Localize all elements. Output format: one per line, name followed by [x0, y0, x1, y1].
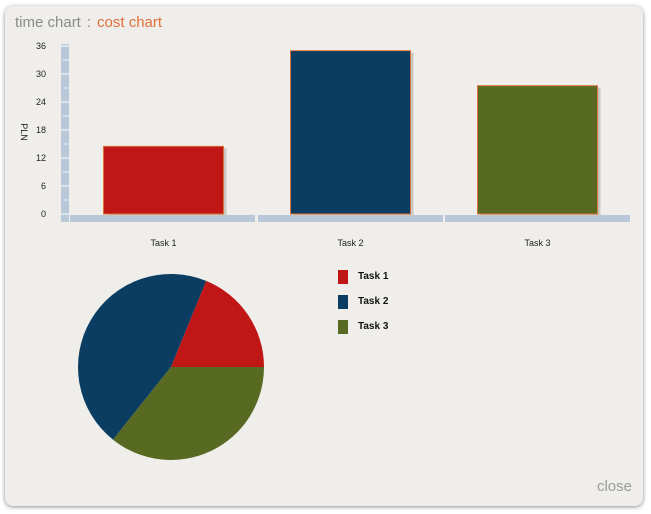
legend-label-task-3: Task 3 [358, 321, 389, 332]
y-tick-label: 6 [41, 181, 46, 191]
bar-task-1 [103, 145, 224, 215]
pie-slice-task-2 [78, 273, 207, 440]
legend-item: Task 1 [338, 264, 388, 289]
y-tick-label: 30 [36, 69, 46, 79]
x-tick-label: Task 3 [524, 238, 550, 248]
pie-slice-task-1 [171, 280, 264, 367]
pie-slice-task-3 [113, 367, 265, 461]
y-tick-label: 24 [36, 97, 46, 107]
legend-swatch-task-3 [338, 319, 348, 334]
x-axis-segment [445, 215, 630, 222]
y-tick-label: 36 [36, 41, 46, 51]
charts-canvas: 0 6 12 18 24 30 36 PLN Task 1 Task 2 Task 3 [19, 41, 630, 461]
y-axis-bar [61, 44, 69, 222]
close-link[interactable]: close [596, 478, 632, 495]
y-tick-label: 12 [36, 153, 46, 163]
tab-separator: : [86, 14, 92, 31]
y-tick-label: 18 [36, 125, 46, 135]
legend-label-task-1: Task 1 [358, 271, 389, 282]
y-axis-label: PLN [19, 123, 29, 141]
bar-task-3 [477, 85, 598, 215]
legend-item: Task 2 [338, 289, 388, 314]
legend-swatch-task-2 [338, 294, 348, 309]
bar-task-2 [290, 50, 411, 215]
legend-label-task-2: Task 2 [358, 296, 389, 307]
time-chart-tab[interactable]: time chart [15, 14, 81, 31]
y-tick-label: 0 [41, 209, 46, 219]
cost-chart-tab[interactable]: cost chart [97, 14, 163, 31]
x-axis-segment [70, 215, 255, 222]
cost-chart-dialog: time chart: cost chart 0 6 12 18 24 30 36 PLN Tas… [5, 6, 643, 506]
legend-item: Task 3 [338, 314, 388, 339]
legend-swatch-task-1 [338, 269, 348, 284]
pie-legend: Task 1 Task 2 Task 3 [338, 264, 388, 339]
x-axis-segment [258, 215, 443, 222]
x-tick-label: Task 1 [150, 238, 176, 248]
chart-tabs: time chart: cost chart [15, 14, 162, 31]
x-tick-label: Task 2 [337, 238, 363, 248]
